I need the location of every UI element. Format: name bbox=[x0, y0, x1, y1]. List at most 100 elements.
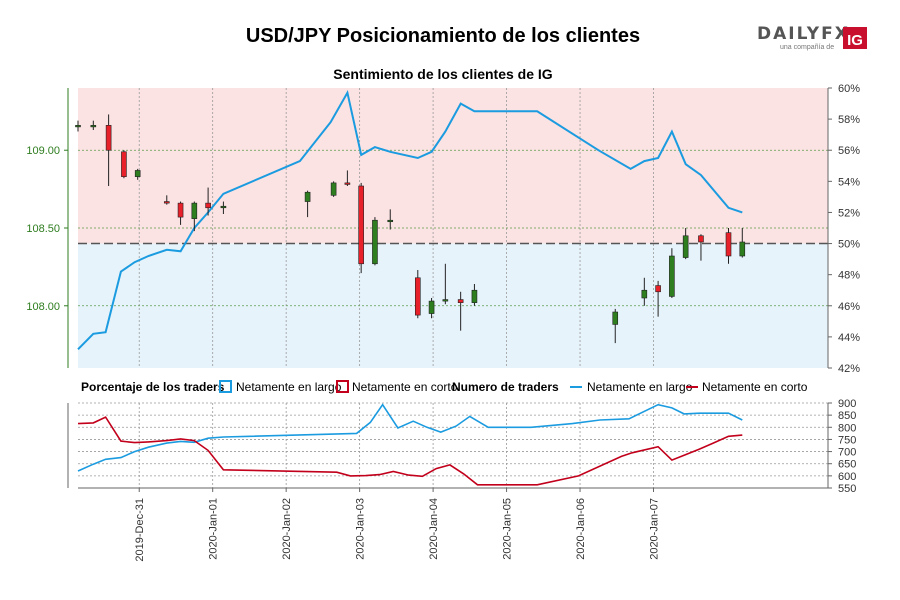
percent-tick-label-4: 50% bbox=[838, 239, 860, 251]
percent-axis: 42% 44% 46% 48% 50% 52% 54% 56% 58% 60% bbox=[827, 83, 860, 375]
candle-body-14 bbox=[372, 219, 378, 265]
percent-tick-label-5: 52% bbox=[838, 207, 860, 219]
candle-18 bbox=[442, 263, 449, 305]
percent-tick-label-1: 44% bbox=[838, 332, 860, 344]
chart-title: USD/JPY Posicionamiento de los clientes bbox=[246, 25, 640, 47]
candle-25 bbox=[682, 228, 689, 260]
count-tick-label-5: 800 bbox=[838, 422, 856, 434]
candle-body-7 bbox=[191, 202, 198, 219]
candle-body-1 bbox=[90, 125, 97, 128]
candle-20 bbox=[471, 284, 478, 306]
candle-body-8 bbox=[205, 202, 211, 209]
price-tick-label-1: 108.50 bbox=[26, 223, 60, 235]
count-tick-label-6: 850 bbox=[838, 410, 856, 422]
date-tick-label-2: 2020-Jan-02 bbox=[281, 498, 293, 560]
percent-tick-label-7: 56% bbox=[838, 145, 860, 157]
candle-body-6 bbox=[177, 202, 184, 218]
date-tick-label-0: 2019-Dec-31 bbox=[134, 498, 146, 562]
percent-tick-label-3: 48% bbox=[838, 270, 860, 282]
ig-badge-text: IG bbox=[847, 32, 863, 49]
count-tick-label-7: 900 bbox=[838, 398, 856, 410]
candle-2 bbox=[105, 114, 112, 186]
candle-7 bbox=[191, 201, 198, 232]
date-tick-label-1: 2020-Jan-01 bbox=[208, 498, 220, 560]
candle-15 bbox=[387, 209, 394, 230]
candle-22 bbox=[641, 277, 648, 306]
candle-body-19 bbox=[457, 299, 464, 303]
candle-body-10 bbox=[304, 191, 311, 202]
main-plot: 108.00 108.50 109.00 42% 44% 46% 48% 50% 52% 54%… bbox=[26, 83, 860, 375]
candle-body-2 bbox=[105, 125, 112, 151]
date-axis: 2019-Dec-31 2020-Jan-01 2020-Jan-02 2020-Ja… bbox=[134, 488, 661, 562]
candle-body-22 bbox=[641, 289, 648, 299]
short-count-line bbox=[77, 416, 743, 486]
date-tick-label-5: 2020-Jan-05 bbox=[502, 498, 514, 560]
ig-badge bbox=[843, 27, 867, 49]
candle-17 bbox=[428, 298, 435, 319]
candle-6 bbox=[177, 201, 184, 225]
date-tick-label-7: 2020-Jan-07 bbox=[649, 498, 661, 560]
candle-1 bbox=[90, 120, 97, 130]
count-tick-label-3: 700 bbox=[838, 447, 856, 459]
candle-27 bbox=[725, 228, 732, 264]
legend-pct-long: Netamente en largo bbox=[236, 380, 342, 394]
date-tick-label-4: 2020-Jan-04 bbox=[428, 498, 440, 560]
candle-19 bbox=[457, 291, 464, 331]
count-tick-label-1: 600 bbox=[838, 471, 856, 483]
count-tick-label-0: 550 bbox=[838, 483, 856, 495]
candle-body-21 bbox=[612, 311, 619, 325]
short-zone-background bbox=[78, 88, 828, 244]
candle-5 bbox=[163, 195, 170, 205]
legend-count-long: Netamente en largo bbox=[587, 380, 693, 394]
candle-8 bbox=[205, 187, 211, 216]
percent-tick-label-0: 42% bbox=[838, 363, 860, 375]
candle-12 bbox=[344, 170, 351, 186]
legend-long-box bbox=[219, 380, 232, 393]
candle-3 bbox=[121, 150, 127, 179]
candle-body-25 bbox=[682, 235, 689, 258]
legend: Porcentaje de los traders Netamente en l… bbox=[81, 380, 808, 394]
candle-body-20 bbox=[471, 289, 478, 303]
candle-body-0 bbox=[75, 125, 81, 128]
candle-body-17 bbox=[428, 300, 435, 314]
count-tick-label-2: 650 bbox=[838, 459, 856, 471]
candle-28 bbox=[739, 228, 746, 258]
candle-4 bbox=[134, 168, 141, 180]
legend-count-short: Netamente en corto bbox=[702, 380, 808, 394]
main-gridlines bbox=[78, 88, 828, 368]
logo-wordmark: DAILYFX bbox=[757, 24, 850, 44]
candle-13 bbox=[358, 182, 364, 274]
price-tick-label-0: 108.00 bbox=[26, 301, 60, 313]
candle-21 bbox=[612, 308, 619, 344]
percent-tick-label-8: 58% bbox=[838, 114, 860, 126]
candle-body-16 bbox=[414, 277, 421, 316]
candle-body-11 bbox=[330, 182, 337, 196]
candle-body-23 bbox=[655, 285, 661, 293]
candlesticks bbox=[75, 114, 746, 344]
price-tick-label-2: 109.00 bbox=[26, 145, 60, 157]
candle-10 bbox=[304, 190, 311, 218]
dailyfx-logo: DAILYFX una compañía de IG bbox=[757, 24, 867, 51]
candle-14 bbox=[372, 217, 378, 266]
percent-tick-label-6: 54% bbox=[838, 176, 860, 188]
candle-body-3 bbox=[121, 151, 127, 177]
candle-body-12 bbox=[344, 182, 351, 185]
candle-24 bbox=[669, 248, 675, 298]
candle-body-18 bbox=[442, 299, 449, 302]
candle-23 bbox=[655, 280, 661, 317]
candle-26 bbox=[698, 234, 704, 261]
candle-body-9 bbox=[220, 205, 227, 209]
date-tick-label-3: 2020-Jan-03 bbox=[355, 498, 367, 560]
candle-body-15 bbox=[387, 219, 394, 223]
legend-count-title: Numero de traders bbox=[452, 380, 559, 394]
candle-body-13 bbox=[358, 185, 364, 265]
candle-body-26 bbox=[698, 235, 704, 243]
trader-count-gridlines bbox=[67, 402, 829, 489]
date-tick-label-6: 2020-Jan-06 bbox=[575, 498, 587, 560]
count-tick-label-4: 750 bbox=[838, 434, 856, 446]
candle-body-24 bbox=[669, 255, 675, 297]
candle-9 bbox=[220, 201, 227, 214]
legend-pct-short: Netamente en corto bbox=[352, 380, 458, 394]
